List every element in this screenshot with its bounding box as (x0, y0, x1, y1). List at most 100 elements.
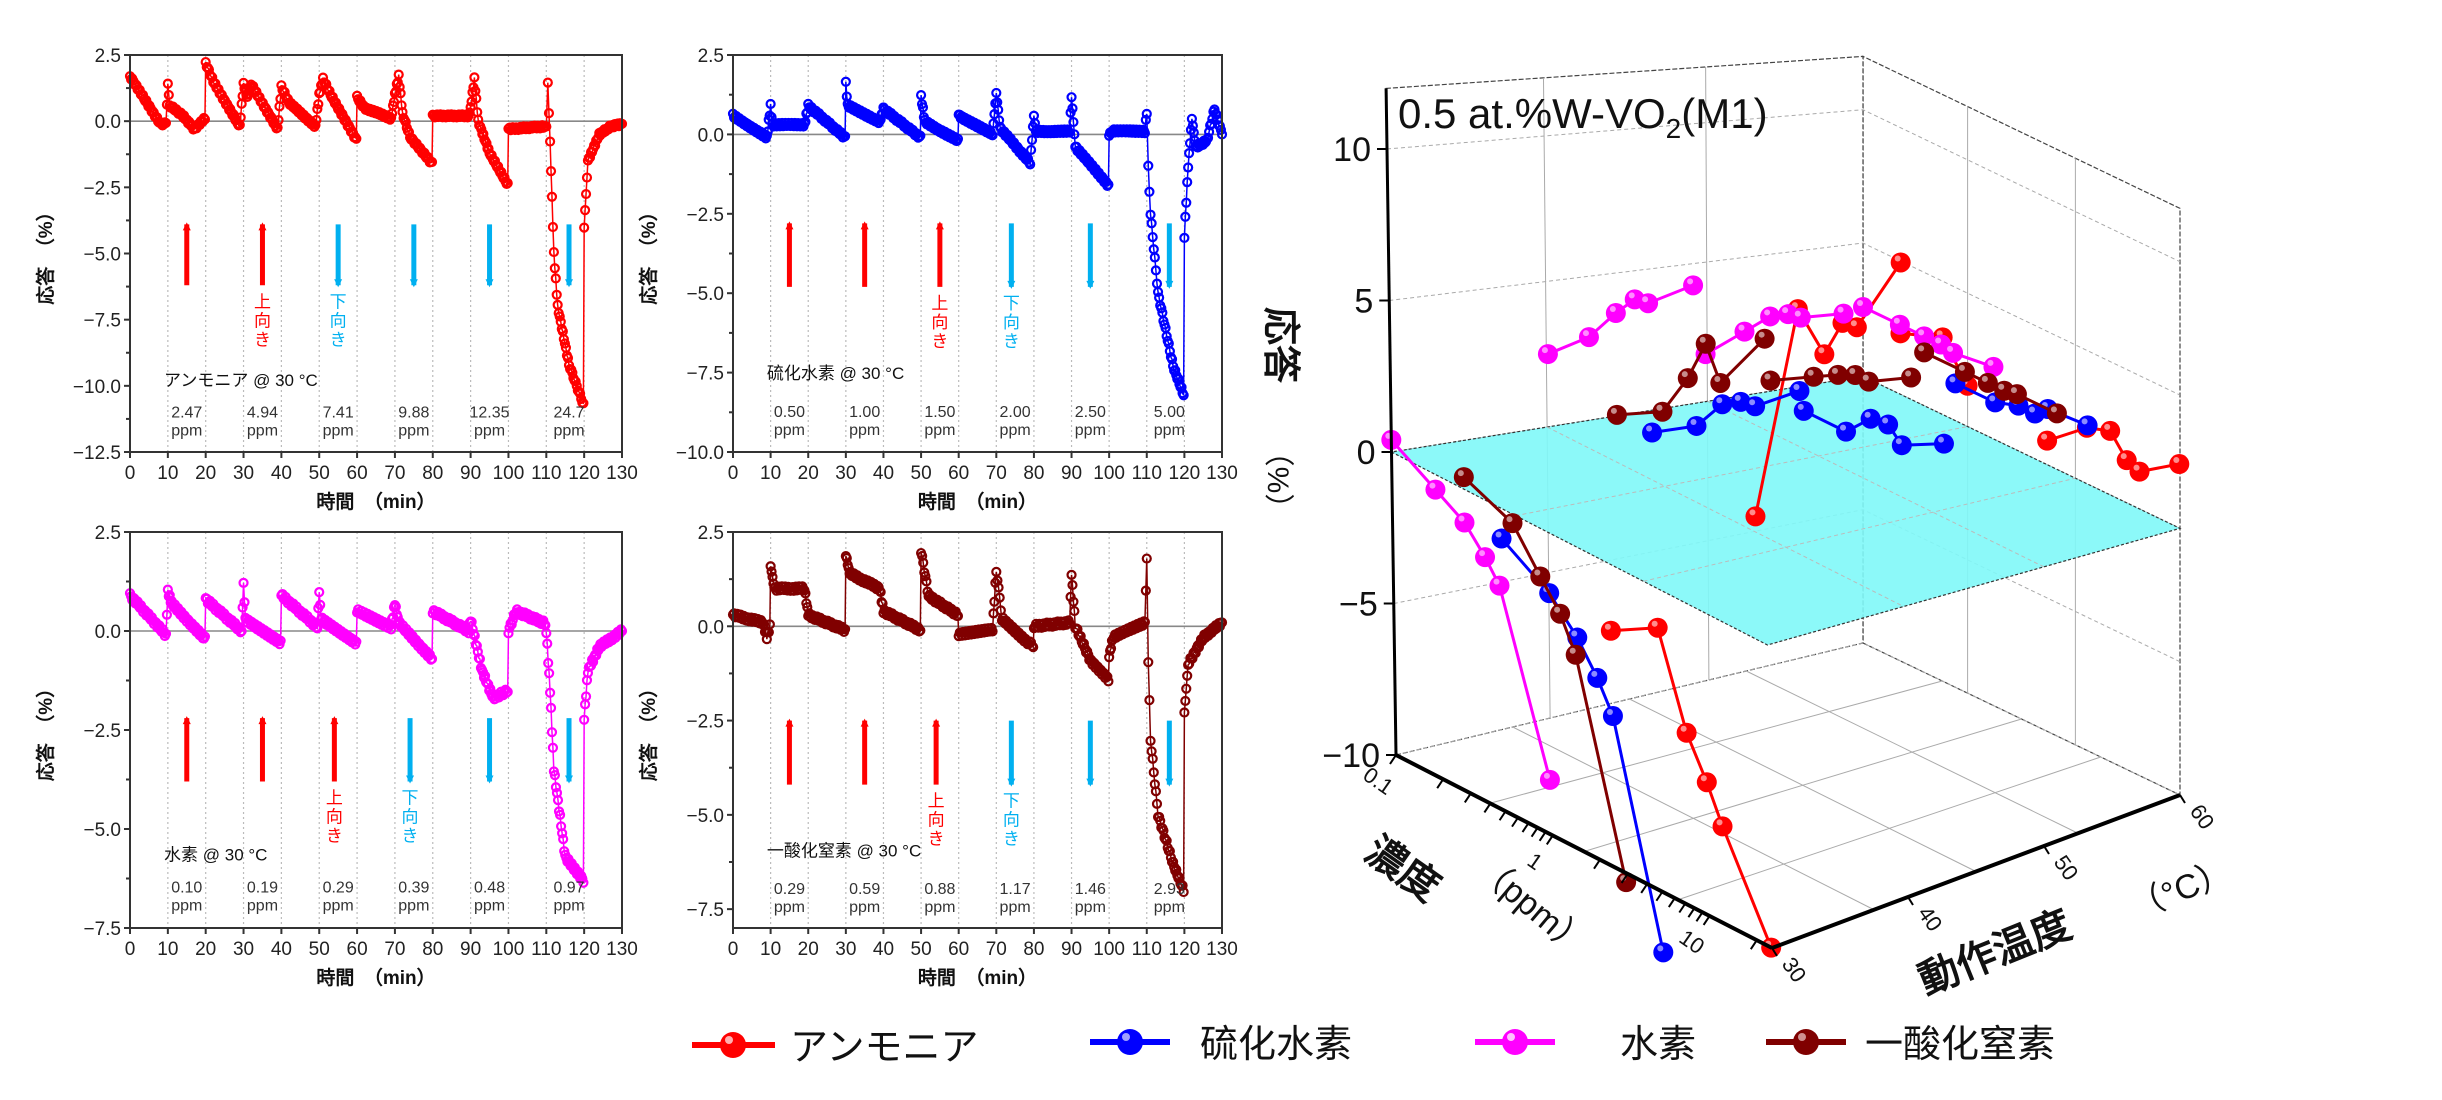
point-highlight (1935, 337, 1942, 344)
series-3d-point (1530, 566, 1551, 587)
data-point (474, 653, 486, 664)
y-tick-label: 2.5 (95, 523, 121, 544)
data-point (921, 576, 932, 587)
gas-label: 一酸化窒素 @ 30 °C (767, 841, 921, 860)
data-point (546, 191, 558, 202)
data-point (579, 222, 590, 233)
concentration-value: 5.00 (1154, 404, 1185, 421)
temp-tick-label: 30 (1777, 953, 1812, 987)
point-highlight (2041, 433, 2048, 440)
point-highlight (1949, 376, 1956, 383)
series-3d-point (1803, 366, 1824, 387)
series-3d-point (1425, 479, 1446, 500)
y-tick-label: 2.5 (698, 46, 724, 67)
point-highlight (1734, 394, 1741, 401)
series-3d-line (1390, 438, 1552, 781)
data-point (1149, 252, 1160, 263)
x-tick-label: 60 (948, 463, 969, 484)
series-3d (1381, 252, 2190, 963)
legend-marker-hydrogen (1502, 1029, 1528, 1055)
series-3d-point (1453, 467, 1474, 488)
data-point (766, 566, 777, 577)
series-3d-point (1914, 342, 1935, 363)
data-point (554, 311, 565, 322)
x-tick-label: 120 (568, 463, 600, 484)
series-3d-point (1696, 772, 1717, 793)
concentration-value: 1.50 (924, 404, 955, 421)
data-point (1141, 108, 1152, 119)
down-arrow-head (1007, 280, 1016, 289)
data-point (547, 221, 559, 233)
series-3d-point (2006, 384, 2027, 405)
arrow-label: 向 (931, 313, 948, 332)
point-highlight (1895, 438, 1902, 445)
x-tick-label: 50 (911, 463, 932, 484)
concentration-unit: ppm (247, 897, 278, 914)
data-point (542, 77, 553, 88)
point-highlight (2104, 423, 2111, 430)
legend-marker-ammonia (720, 1032, 746, 1058)
data-point (481, 138, 492, 149)
data-point (800, 588, 811, 599)
x-tick-label: 90 (460, 939, 481, 960)
response-axis (1384, 88, 1398, 756)
y-tick-label: 0.0 (95, 112, 121, 133)
data-point (1178, 886, 1189, 898)
series-3d-point (1943, 342, 1964, 363)
point-highlight (1981, 375, 1988, 382)
arrow-label: き (326, 826, 343, 845)
point-highlight (1571, 630, 1578, 637)
x-tick-label: 110 (1132, 939, 1162, 960)
data-point (987, 626, 998, 637)
data-point (238, 577, 249, 588)
data-point (1181, 197, 1192, 208)
series-3d-point (1853, 297, 1873, 318)
arrow-label: 下 (330, 292, 347, 311)
arrow-label: き (1003, 830, 1020, 849)
concentration-value: 0.29 (774, 881, 805, 898)
data-point (1209, 104, 1220, 115)
point-highlight (1714, 375, 1721, 382)
temp-tick-label: 50 (2049, 851, 2084, 885)
point-highlight (1857, 300, 1863, 307)
concentration-unit: ppm (398, 423, 429, 440)
series-3d-point (1836, 421, 1857, 442)
concentration-value: 2.93 (1154, 881, 1185, 898)
series-3d-point (1652, 401, 1673, 422)
data-point (579, 205, 591, 216)
x-tick-label: 130 (1206, 939, 1238, 960)
series-3d-point (1889, 314, 1910, 335)
point-highlight (1937, 436, 1944, 443)
conc-tick-label: 1 (1523, 848, 1547, 876)
data-point (548, 246, 559, 258)
data-point (581, 172, 593, 183)
concentration-value: 0.39 (398, 879, 429, 896)
concentration-unit: ppm (553, 897, 584, 914)
gas-label: 硫化水素 @ 30 °C (767, 364, 904, 383)
data-point (840, 76, 851, 87)
data-point (839, 624, 851, 635)
point-highlight (1609, 306, 1616, 313)
conc-tick (1667, 897, 1676, 908)
point-highlight (1604, 623, 1611, 630)
legend-label-hydrogen-sulfide: 硫化水素 (1200, 1024, 1352, 1066)
data-point (1026, 144, 1037, 156)
concentration-value: 1.17 (1000, 881, 1031, 898)
data-point (1177, 880, 1188, 891)
point-highlight (1782, 307, 1789, 314)
data-point (918, 557, 929, 568)
legend-item-hydrogen: 水素 (1475, 1024, 1696, 1066)
conc-tick (1695, 911, 1704, 922)
temp-tick (2043, 845, 2050, 855)
x-tick-label: 50 (309, 463, 330, 484)
y-tick-label: −12.5 (73, 443, 121, 464)
data-point (400, 116, 411, 128)
data-point (1147, 753, 1158, 764)
series-3d-point (1686, 415, 1707, 436)
point-highlight (1894, 255, 1901, 262)
legend-marker-nitric-oxide (1793, 1029, 1819, 1055)
point-highlight (1987, 359, 1994, 366)
data-point (991, 87, 1002, 99)
